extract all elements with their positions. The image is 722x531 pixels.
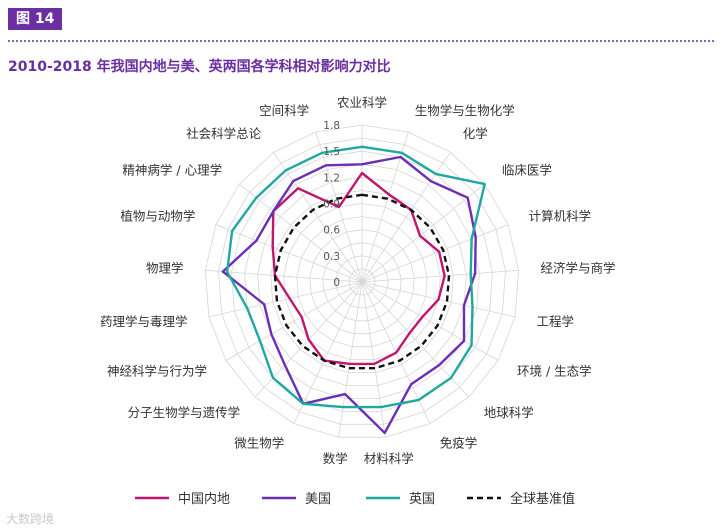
category-label: 微生物学 [234,435,284,450]
grid-ring [244,163,480,399]
radial-tick-label: 0.6 [323,225,340,237]
legend-label: 中国内地 [178,491,230,507]
header-rule [8,40,714,42]
grid-ring [309,229,415,335]
grid-spoke [293,281,363,424]
grid-spoke [205,269,363,283]
series-line-3 [273,193,451,370]
category-label: 药理学与毒理学 [100,314,188,329]
watermark-text: 大数跨境 [6,512,55,526]
grid-ring [204,124,520,438]
legend-label: 美国 [305,492,331,507]
radial-ticks: 0 0.3 0.6 0.9 1.2 1.5 1.8 [323,120,340,289]
grid-spoke [361,269,519,283]
grid-spoke [361,183,485,283]
category-label: 分子生物学与遗传学 [128,405,241,420]
category-label: 材料科学 [364,451,414,466]
category-label: 临床医学 [502,162,552,177]
category-label: 数学 [323,451,348,466]
grid-ring [218,137,506,425]
grid-spoke [225,281,363,361]
chart-title: 2010-2018 年我国内地与美、英两国各学科相对影响力对比 [8,59,391,75]
category-label: 社会科学总论 [186,126,262,141]
grid-spoke [208,281,363,318]
category-label: 地球科学 [484,405,534,420]
legend: 中国内地 美国 英国 全球基准值 [135,491,575,507]
radial-tick-label: 1.5 [323,146,340,158]
grid-spoke [273,152,363,283]
series-line-2 [225,145,486,409]
category-label: 农业科学 [337,95,387,110]
radial-tick-label: 1.2 [323,172,340,184]
legend-label: 英国 [409,492,435,507]
category-label: 精神病学 / 心理学 [122,162,222,177]
grid-ring [270,189,454,374]
grid-spoke [338,281,363,438]
category-label: 环境 / 生态学 [517,364,592,379]
radial-tick-label: 1.8 [323,120,340,132]
grid-ring [322,242,402,322]
legend-label: 全球基准值 [510,491,575,507]
category-label: 生物学与生物化学 [415,103,515,118]
grid-spoke [361,281,499,361]
grid-ring [296,216,428,348]
category-label: 化学 [463,126,488,141]
category-label: 神经科学与行为学 [107,364,207,379]
category-label: 植物与动物学 [120,209,195,224]
series-line-0 [271,171,446,366]
radial-tick-label: 0.9 [323,199,340,211]
grid-ring [348,268,376,296]
grid-spoke [215,224,363,283]
grid-spoke [361,281,470,398]
grid-spoke [239,183,363,283]
grid-spoke [361,224,509,283]
category-label: 工程学 [537,314,575,329]
category-label: 空间科学 [259,103,309,118]
series-line-1 [221,155,477,435]
grid-spoke [361,281,386,438]
figure-label: 图 14 [8,8,63,30]
radial-tick-label: 0 [333,277,340,289]
category-label: 物理学 [146,261,184,276]
category-label: 计算机科学 [529,209,592,224]
grid-ring [335,255,389,309]
radar-series [221,145,486,435]
category-label: 免疫学 [440,435,478,450]
radial-tick-label: 0.3 [323,251,340,263]
category-label: 经济学与商学 [541,261,616,276]
